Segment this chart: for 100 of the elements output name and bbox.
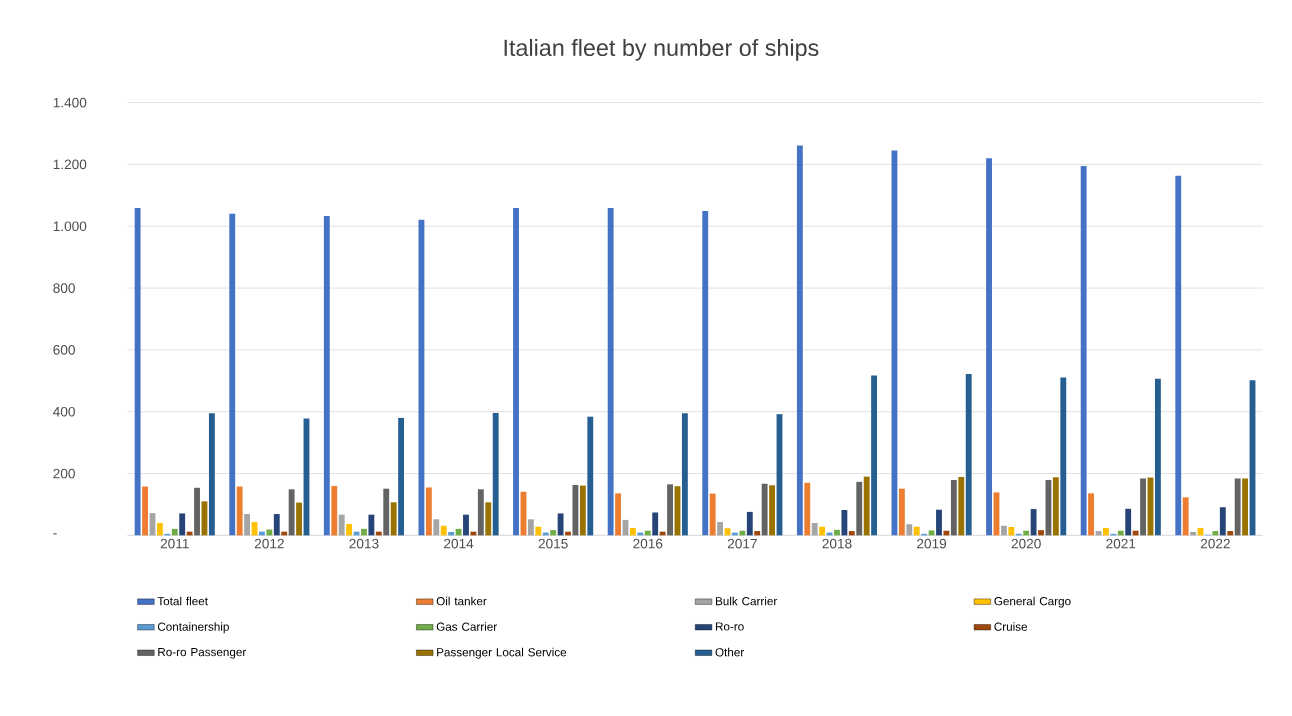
bar xyxy=(958,476,965,536)
bar xyxy=(171,528,178,536)
bar xyxy=(811,522,818,536)
bar xyxy=(1154,378,1161,536)
bar xyxy=(950,479,957,536)
bar xyxy=(1227,531,1234,536)
y-tick-label: 200 xyxy=(53,468,75,479)
bar xyxy=(913,526,920,536)
x-tick-label: 2022 xyxy=(1200,538,1230,549)
bar xyxy=(856,481,863,536)
legend-label: Total fleet xyxy=(157,596,208,606)
bar xyxy=(898,488,905,536)
bar xyxy=(1182,497,1189,536)
bar xyxy=(841,509,848,536)
bar xyxy=(629,527,636,536)
bar xyxy=(194,487,200,536)
legend-label: Other xyxy=(715,647,745,657)
bar xyxy=(579,485,586,536)
bar xyxy=(717,522,724,536)
bar xyxy=(746,511,753,536)
y-tick-label: - xyxy=(53,533,57,535)
x-tick-label: 2016 xyxy=(633,538,663,549)
bar xyxy=(368,514,375,536)
bar xyxy=(1103,527,1109,536)
bar xyxy=(965,373,972,536)
y-tick-label: 800 xyxy=(53,283,75,293)
bar xyxy=(1190,531,1197,536)
x-tick-label: 2014 xyxy=(444,538,474,549)
y-tick-label: 1.400 xyxy=(53,97,87,108)
bar xyxy=(615,493,621,536)
bar xyxy=(323,215,330,536)
bar xyxy=(346,523,353,536)
bar xyxy=(156,522,163,536)
bar xyxy=(819,526,826,536)
y-tick-label: 600 xyxy=(53,345,75,355)
bar xyxy=(398,417,405,536)
bar xyxy=(667,484,673,536)
y-tick-label: 400 xyxy=(53,406,75,417)
bar xyxy=(236,486,243,536)
legend-label: Oil tanker xyxy=(436,596,487,606)
x-tick-label: 2015 xyxy=(538,538,568,549)
bar xyxy=(709,493,716,536)
bar xyxy=(1219,507,1226,536)
bar xyxy=(754,531,761,536)
x-tick-label: 2020 xyxy=(1011,538,1041,549)
bar xyxy=(142,486,148,536)
bar xyxy=(492,412,499,536)
bar xyxy=(871,375,878,536)
x-tick-label: 2012 xyxy=(254,538,284,549)
bar xyxy=(1008,526,1015,536)
bar xyxy=(769,485,775,536)
bar xyxy=(433,519,440,536)
bar xyxy=(1175,175,1182,536)
bar xyxy=(557,513,564,536)
bar xyxy=(361,528,367,536)
bar xyxy=(477,489,484,536)
bar xyxy=(266,529,273,536)
bar xyxy=(296,502,302,536)
bar xyxy=(208,413,215,536)
bar xyxy=(607,207,614,536)
legend-label: Gas Carrier xyxy=(436,622,497,631)
bar xyxy=(463,514,469,536)
y-tick-label: 1.000 xyxy=(53,221,87,232)
bar xyxy=(383,488,390,536)
bar xyxy=(244,513,251,536)
bar xyxy=(834,529,840,536)
bar xyxy=(796,145,803,536)
legend-label: Containership xyxy=(157,622,229,634)
legend-label: General Cargo xyxy=(994,596,1071,608)
y-tick-label: 1.200 xyxy=(53,159,87,170)
bar xyxy=(535,526,542,536)
x-tick-label: 2019 xyxy=(917,538,947,549)
bar xyxy=(1060,377,1067,536)
bar xyxy=(440,525,447,536)
bar xyxy=(936,509,942,536)
bar xyxy=(681,413,688,536)
bar xyxy=(527,519,534,536)
bar xyxy=(848,531,855,536)
bar xyxy=(804,482,811,536)
bar xyxy=(986,158,992,536)
bar xyxy=(1030,509,1037,536)
bar xyxy=(1038,530,1044,536)
legend-label: Ro-ro Passenger xyxy=(158,647,247,659)
bar xyxy=(1052,477,1059,536)
bar xyxy=(550,530,557,536)
legend-label: Passenger Local Service xyxy=(437,647,567,659)
bar xyxy=(1140,478,1146,536)
x-tick-label: 2021 xyxy=(1106,538,1136,549)
legend-label: Bulk Carrier xyxy=(715,596,778,606)
bar xyxy=(1080,165,1087,536)
bar xyxy=(906,524,913,536)
bar xyxy=(587,416,594,536)
bar xyxy=(273,513,280,536)
bar xyxy=(134,207,141,536)
bar xyxy=(1088,493,1095,536)
bar xyxy=(1234,478,1241,536)
bar xyxy=(513,207,519,536)
legend-label: Ro-ro xyxy=(715,622,744,631)
bar xyxy=(1000,525,1007,536)
bar xyxy=(331,485,338,536)
